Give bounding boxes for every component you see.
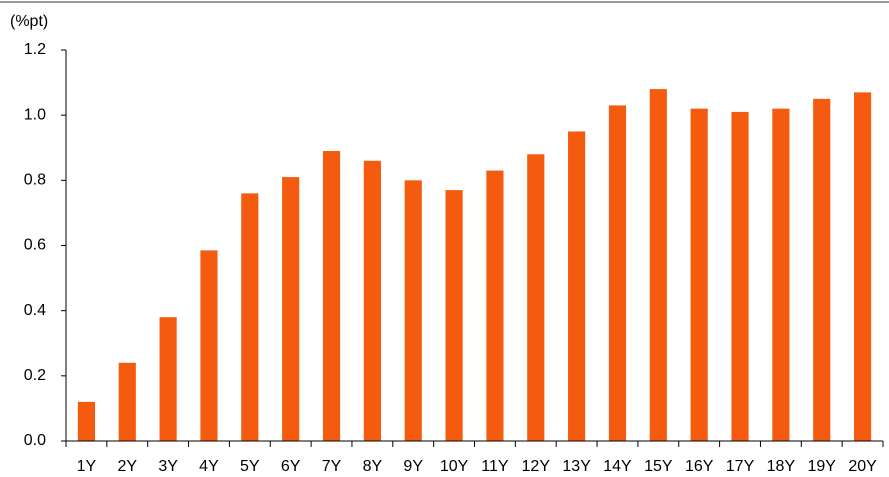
bar	[568, 131, 586, 442]
x-tick-label: 15Y	[644, 458, 673, 475]
x-tick-label: 14Y	[603, 458, 632, 475]
x-tick-label: 4Y	[199, 458, 219, 475]
x-tick-label: 19Y	[807, 458, 836, 475]
y-tick-label: 0.2	[24, 367, 46, 384]
bar	[282, 177, 300, 441]
x-tick-label: 18Y	[767, 458, 796, 475]
bar	[445, 190, 463, 441]
bar	[241, 193, 259, 441]
bar	[690, 108, 708, 442]
x-tick-label: 13Y	[562, 458, 591, 475]
bar	[813, 98, 831, 441]
bar	[363, 160, 381, 442]
y-tick-label: 0.8	[24, 172, 46, 189]
bar	[118, 362, 136, 441]
y-tick-label: 0.4	[24, 302, 46, 319]
bar	[77, 401, 96, 441]
y-tick-label: 0.6	[24, 237, 46, 254]
bar	[649, 89, 667, 441]
x-tick-label: 9Y	[403, 458, 423, 475]
x-tick-label: 5Y	[240, 458, 260, 475]
bar	[200, 250, 218, 441]
bar	[608, 105, 627, 442]
bar	[486, 170, 504, 441]
y-tick-label: 1.2	[24, 41, 46, 58]
bar	[322, 151, 341, 441]
x-tick-label: 1Y	[77, 458, 97, 475]
x-tick-label: 10Y	[440, 458, 469, 475]
x-tick-label: 11Y	[481, 458, 509, 475]
x-tick-label: 20Y	[848, 458, 877, 475]
y-axis-label: (%pt)	[10, 13, 48, 30]
x-tick-label: 17Y	[726, 458, 755, 475]
x-tick-label: 2Y	[117, 458, 137, 475]
bar	[159, 317, 177, 441]
x-tick-label: 6Y	[281, 458, 301, 475]
bar	[731, 111, 749, 442]
y-tick-label: 0.0	[24, 432, 46, 449]
x-tick-label: 3Y	[158, 458, 178, 475]
x-tick-label: 8Y	[363, 458, 383, 475]
bar	[772, 108, 790, 442]
x-tick-label: 7Y	[322, 458, 342, 475]
x-tick-label: 16Y	[685, 458, 714, 475]
y-tick-label: 1.0	[24, 106, 46, 123]
bar	[527, 154, 545, 441]
bar	[853, 92, 872, 441]
x-tick-label: 12Y	[522, 458, 551, 475]
bar	[404, 180, 422, 442]
